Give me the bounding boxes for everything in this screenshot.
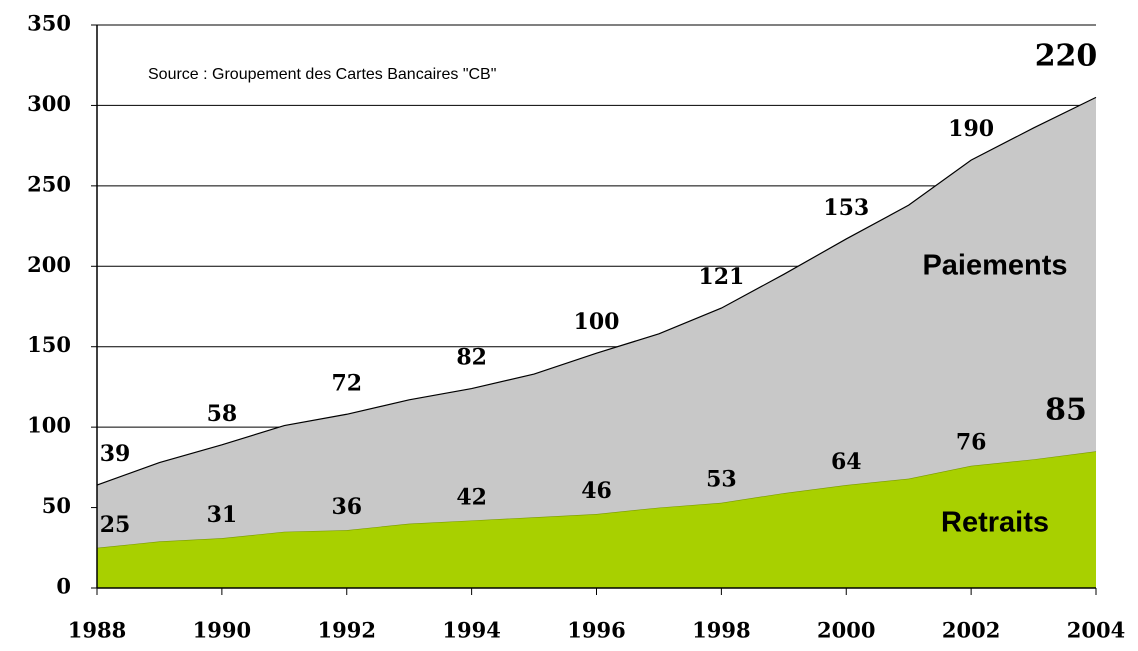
series-name: Retraits [941, 507, 1049, 539]
source-note: Source : Groupement des Cartes Bancaires… [148, 66, 496, 83]
x-tick-label: 1994 [442, 618, 500, 643]
data-label: 100 [574, 309, 620, 335]
x-tick-label: 1988 [68, 618, 126, 643]
data-label: 85 [1045, 392, 1087, 427]
data-label: 42 [456, 484, 487, 510]
data-label: 46 [581, 478, 612, 504]
data-label: 153 [823, 195, 869, 221]
data-label: 53 [706, 467, 737, 493]
x-tick-label: 2004 [1067, 618, 1125, 643]
y-tick-label: 50 [42, 493, 71, 518]
x-tick-label: 1992 [318, 618, 376, 643]
area [97, 97, 1096, 548]
data-label: 58 [207, 401, 238, 427]
data-label: 64 [831, 449, 862, 475]
y-tick-label: 300 [27, 91, 71, 116]
x-tick-label: 1996 [567, 618, 625, 643]
area-outline [96, 96, 1097, 486]
y-tick-label: 200 [27, 252, 71, 277]
x-tick-label: 2000 [817, 618, 875, 643]
data-label: 76 [956, 430, 987, 456]
x-tick-label: 2002 [942, 618, 1000, 643]
data-label: 121 [698, 264, 744, 290]
series-name: Paiements [922, 250, 1067, 282]
data-label: 31 [207, 502, 238, 528]
data-label: 36 [331, 494, 362, 520]
y-tick-label: 350 [27, 11, 71, 36]
y-tick-label: 0 [56, 574, 71, 599]
data-label: 220 [1035, 38, 1098, 73]
data-label: 39 [100, 441, 131, 467]
x-tick-label: 1990 [193, 618, 251, 643]
data-label: 72 [331, 370, 362, 396]
y-tick-label: 150 [27, 332, 71, 357]
x-tick-label: 1998 [692, 618, 750, 643]
y-tick-label: 250 [27, 171, 71, 196]
data-label: 190 [948, 116, 994, 142]
data-label: 82 [456, 345, 487, 371]
data-label: 25 [100, 512, 131, 538]
y-tick-label: 100 [27, 413, 71, 438]
